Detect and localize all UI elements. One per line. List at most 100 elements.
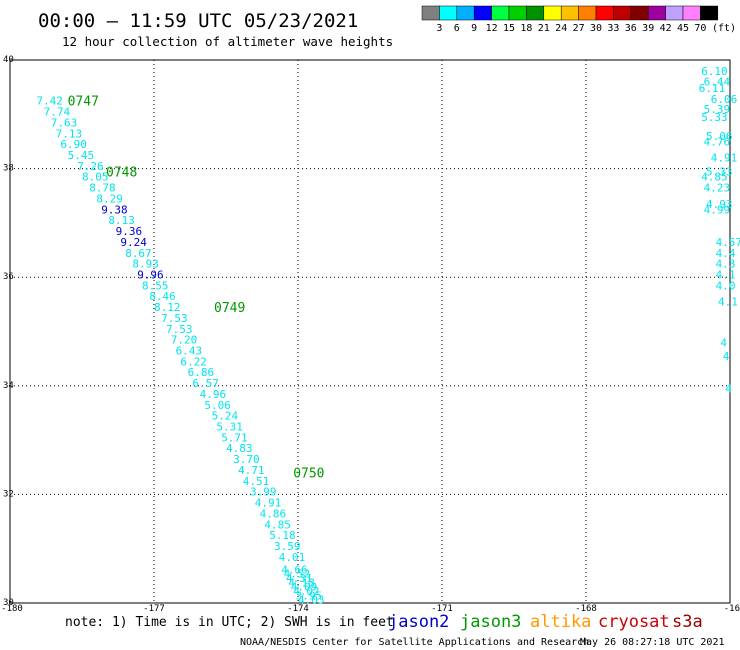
wave-height-value: 4 (720, 336, 727, 349)
wave-height-value: 6.11 (699, 82, 726, 95)
wave-height-value: 6.06 (711, 93, 738, 106)
wave-height-value: 4.93 (706, 198, 733, 211)
wave-height-value: 7.13 (56, 127, 83, 140)
wave-height-value: 4.4 (716, 247, 736, 260)
wave-height-value: 4.1 (718, 296, 738, 309)
x-tick-label: -168 (575, 604, 597, 614)
colorbar-swatch (682, 5, 701, 21)
wave-height-value: 4.66 (281, 563, 308, 576)
track-time-label: 0750 (293, 467, 324, 482)
wave-height-value: 4.23 (704, 182, 731, 195)
wave-height-value: 4.85 (701, 171, 728, 184)
x-tick-label: -180 (1, 604, 23, 614)
wave-height-value: 7.53 (166, 323, 193, 336)
satellite-jason3: jason3 (460, 612, 521, 632)
wave-height-value: 8.55 (142, 279, 169, 292)
wave-height-value: 4.71 (238, 464, 265, 477)
colorbar-swatch (439, 5, 458, 21)
colorbar-swatch (456, 5, 475, 21)
colorbar-label: 3 (436, 23, 442, 34)
wave-height-value: 7.74 (44, 106, 71, 119)
colorbar-label: 6 (454, 23, 460, 34)
wave-height-value: 8.05 (82, 171, 109, 184)
colorbar-label: 33 (607, 23, 619, 34)
colorbar-label: 18 (520, 23, 532, 34)
wave-height-value: 6.10 (701, 65, 728, 78)
wave-height-value: 4.51 (243, 475, 269, 488)
wave-height-value: 4.09 (291, 581, 318, 594)
wave-height-value: 7.20 (171, 334, 198, 347)
track-time-label: 0748 (106, 165, 137, 180)
wave-height-value: 6.44 (704, 76, 731, 89)
track-time-labels: 0747 0748 0749 0750 (68, 95, 325, 482)
wave-height-points: 7.427.747.637.136.905.457.268.058.788.29… (36, 65, 740, 607)
y-tick-label: 38 (3, 164, 14, 174)
wave-height-value: 4.18 (288, 576, 315, 589)
colorbar-swatch (473, 5, 492, 21)
colorbar-swatch (613, 5, 632, 21)
wave-height-value: 9.96 (137, 268, 164, 281)
x-tick-label: -16 (724, 604, 740, 614)
satellite-legend: jason2 jason3 altika cryosat s3a (388, 612, 703, 632)
axis-ticks: -180 -177 -174 -171 -168 -16 40 38 36 34 32 30 (1, 55, 740, 614)
footer-credit: NOAA/NESDIS Center for Satellite Applica… (240, 637, 589, 648)
wave-height-value: 5.24 (212, 410, 239, 423)
colorbar-label: 9 (471, 23, 477, 34)
colorbar-label: 15 (503, 23, 515, 34)
wave-height-value: 4 (725, 383, 732, 396)
wave-height-value: 9.36 (116, 225, 143, 238)
wave-height-value: 5.31 (216, 421, 243, 434)
wave-height-value: 4.1 (716, 268, 736, 281)
wave-height-value: 4.52 (284, 568, 311, 581)
colorbar-swatch (700, 5, 719, 21)
footer-timestamp: May 26 08:27:18 UTC 2021 (580, 637, 725, 648)
wave-height-value: 4.83 (226, 442, 253, 455)
colorbar-label: 36 (625, 23, 637, 34)
satellite-cryosat: cryosat (598, 612, 670, 632)
wave-height-value: 4 (723, 350, 730, 363)
chart-subtitle: 12 hour collection of altimeter wave hei… (62, 34, 393, 49)
wave-height-value: 8.67 (125, 247, 152, 260)
colorbar-legend: 3 6 9 12 15 18 21 24 27 30 33 36 39 42 45 70 (421, 5, 719, 34)
wave-height-value: 3.99 (250, 486, 277, 499)
wave-height-value: 6.90 (60, 138, 87, 151)
wave-height-value: 5.06 (706, 130, 733, 143)
colorbar-label: 70 (694, 23, 706, 34)
colorbar-swatch (526, 5, 545, 21)
y-tick-label: 36 (3, 272, 14, 282)
wave-height-value: 4.86 (260, 507, 287, 520)
wave-height-value: 4.99 (704, 203, 731, 216)
wave-height-value: 5.18 (269, 529, 296, 542)
wave-height-value: 6.43 (176, 345, 203, 358)
wave-height-value: 9.38 (101, 203, 128, 216)
wave-height-value: 4.57 (716, 236, 740, 249)
wave-height-value: 4.91 (255, 497, 281, 510)
wave-height-value: 4.02 (293, 585, 320, 598)
plot-frame (9, 59, 731, 604)
x-tick-label: -171 (431, 604, 453, 614)
satellite-s3a: s3a (672, 612, 703, 632)
wave-height-value: 7.26 (77, 160, 104, 173)
colorbar-swatch (491, 5, 510, 21)
wave-height-value: 4.85 (264, 518, 291, 531)
wave-height-value: 6.57 (192, 377, 219, 390)
wave-height-value: 4.96 (200, 388, 227, 401)
wave-height-value: 8.13 (108, 214, 134, 227)
wave-height-value: 4.01 (279, 551, 306, 564)
wave-height-value: 3.95 (296, 589, 323, 602)
wave-height-value: 8.78 (89, 182, 116, 195)
wave-height-value: 8.12 (154, 301, 181, 314)
colorbar-swatch (421, 5, 440, 21)
wave-height-value: 3.70 (233, 453, 260, 466)
wave-height-value: 5.06 (204, 399, 231, 412)
wave-height-value: 3.59 (274, 540, 301, 553)
colorbar-swatch (578, 5, 597, 21)
wave-height-value: 9.24 (120, 236, 147, 249)
wave-height-value: 8.93 (132, 258, 159, 271)
footer-note: note: 1) Time is in UTC; 2) SWH is in fe… (65, 615, 394, 630)
colorbar-unit: (ft) (712, 23, 736, 34)
wave-height-value: 4.3 (716, 258, 736, 271)
colorbar-label: 42 (660, 23, 672, 34)
track-time-label: 0747 (68, 95, 99, 110)
